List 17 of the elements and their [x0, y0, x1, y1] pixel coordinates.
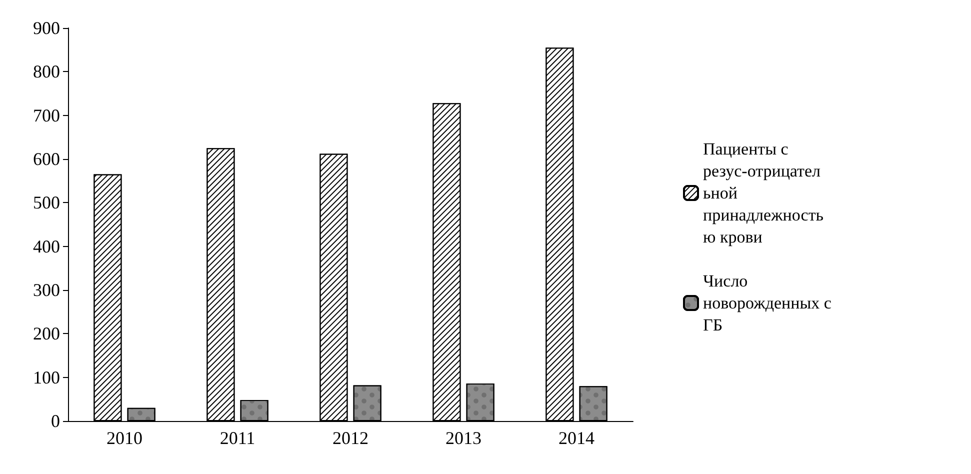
- legend-label: Число новорожденных с ГБ: [703, 272, 836, 334]
- y-tick-label: 0: [51, 411, 60, 431]
- y-tick-label: 400: [33, 236, 60, 256]
- y-tick-label: 900: [33, 18, 60, 38]
- x-tick-label: 2013: [446, 428, 482, 448]
- y-tick-label: 700: [33, 105, 60, 126]
- y-tick-label: 100: [33, 367, 60, 388]
- y-tick-label: 800: [33, 62, 60, 82]
- x-tick-label: 2014: [558, 428, 594, 448]
- y-tick-label: 600: [33, 149, 60, 169]
- x-tick-label: 2010: [106, 428, 142, 448]
- legend-label: Пациенты с резус-отрицательной принадлежностью крови: [703, 140, 824, 246]
- y-tick-label: 500: [33, 192, 60, 213]
- y-tick-label: 300: [33, 280, 60, 300]
- x-tick-label: 2011: [220, 428, 256, 448]
- x-tick-label: 2012: [332, 428, 368, 448]
- y-tick-label: 200: [33, 324, 60, 344]
